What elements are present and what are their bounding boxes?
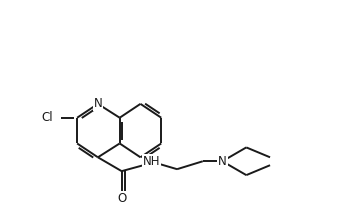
- Text: N: N: [218, 155, 227, 168]
- Text: NH: NH: [143, 155, 160, 168]
- Text: Cl: Cl: [42, 111, 54, 124]
- Text: N: N: [94, 97, 102, 110]
- Text: O: O: [117, 192, 126, 205]
